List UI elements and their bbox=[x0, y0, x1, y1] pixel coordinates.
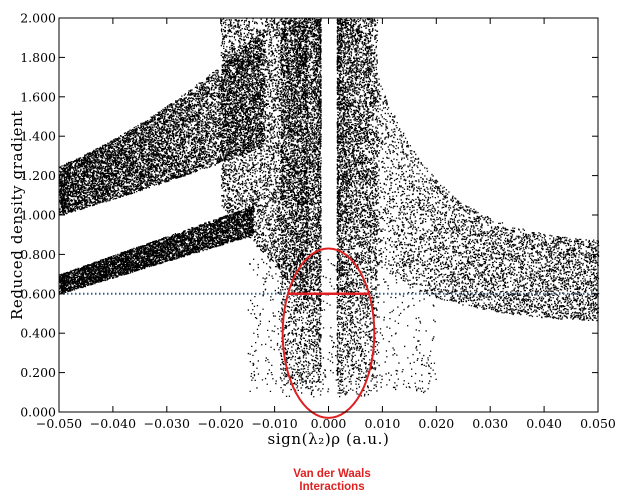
y-tick-label: 0.600 bbox=[20, 286, 56, 301]
y-tick-label: 1.800 bbox=[20, 50, 56, 65]
vdw-annotation-line1: Van der Waals bbox=[293, 468, 371, 480]
scatter-points bbox=[59, 18, 600, 398]
y-tick-label: 1.400 bbox=[20, 129, 56, 144]
x-axis-ticks: −0.050 −0.040 −0.030 −0.020 −0.010 0.000 0.010… bbox=[36, 18, 616, 431]
x-tick-label: 0.010 bbox=[365, 416, 401, 431]
y-tick-label: 1.000 bbox=[20, 208, 56, 223]
highlight-ellipse bbox=[281, 247, 376, 419]
y-tick-label: 0.400 bbox=[20, 326, 56, 341]
x-tick-label: −0.030 bbox=[144, 416, 190, 431]
x-tick-label: 0.040 bbox=[526, 416, 562, 431]
x-tick-label: 0.020 bbox=[418, 416, 454, 431]
y-tick-label: 2.000 bbox=[20, 11, 56, 26]
vdw-annotation: Van der Waals Interactions bbox=[262, 468, 402, 494]
x-tick-label: −0.010 bbox=[251, 416, 297, 431]
y-tick-label: 0.200 bbox=[20, 365, 56, 380]
y-tick-label: 0.800 bbox=[20, 247, 56, 262]
scatter-point-cloud bbox=[59, 18, 600, 398]
y-axis-label: Reduced density gradient bbox=[8, 110, 26, 320]
x-axis-label: sign(λ₂)ρ (a.u.) bbox=[267, 430, 389, 448]
x-tick-label: 0.000 bbox=[311, 416, 347, 431]
x-tick-label: −0.020 bbox=[198, 416, 244, 431]
y-tick-label: 1.200 bbox=[20, 168, 56, 183]
y-tick-label: 1.600 bbox=[20, 89, 56, 104]
vdw-highlight-ellipse bbox=[281, 247, 376, 419]
x-tick-label: 0.050 bbox=[580, 416, 616, 431]
x-tick-label: −0.040 bbox=[90, 416, 136, 431]
vdw-annotation-line2: Interactions bbox=[299, 481, 365, 493]
y-tick-label: 0.000 bbox=[20, 405, 56, 420]
x-tick-label: 0.030 bbox=[472, 416, 508, 431]
x-tick-label: −0.050 bbox=[36, 416, 82, 431]
plot-frame bbox=[58, 17, 599, 413]
y-axis-ticks: 0.000 0.200 0.400 0.600 0.800 1.000 1.200 1.400… bbox=[20, 11, 598, 420]
